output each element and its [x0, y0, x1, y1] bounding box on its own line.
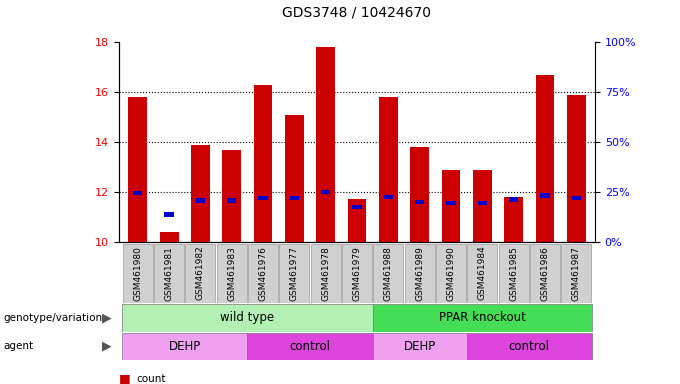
Bar	[477, 201, 487, 205]
FancyBboxPatch shape	[405, 244, 435, 303]
Bar	[160, 232, 178, 242]
Bar	[258, 196, 268, 200]
Text: agent: agent	[3, 341, 33, 351]
Text: GSM461990: GSM461990	[447, 246, 456, 301]
Text: GSM461987: GSM461987	[572, 246, 581, 301]
Bar	[222, 150, 241, 242]
FancyBboxPatch shape	[122, 304, 373, 332]
Text: GSM461982: GSM461982	[196, 246, 205, 300]
FancyBboxPatch shape	[373, 304, 592, 332]
Bar	[347, 200, 367, 242]
Text: control: control	[290, 340, 330, 353]
Text: count: count	[136, 374, 165, 384]
Text: GSM461978: GSM461978	[321, 246, 330, 301]
Bar	[129, 97, 147, 242]
FancyBboxPatch shape	[279, 244, 309, 303]
FancyBboxPatch shape	[217, 244, 247, 303]
Bar	[165, 212, 174, 217]
FancyBboxPatch shape	[342, 244, 372, 303]
Text: GSM461979: GSM461979	[352, 246, 362, 301]
FancyBboxPatch shape	[123, 244, 153, 303]
FancyBboxPatch shape	[530, 244, 560, 303]
Bar	[473, 170, 492, 242]
Text: GSM461985: GSM461985	[509, 246, 518, 301]
Text: GSM461989: GSM461989	[415, 246, 424, 301]
Bar	[509, 197, 518, 202]
FancyBboxPatch shape	[466, 333, 592, 360]
Bar	[504, 197, 523, 242]
Text: GSM461988: GSM461988	[384, 246, 393, 301]
Text: GSM461977: GSM461977	[290, 246, 299, 301]
Bar	[196, 199, 205, 203]
FancyBboxPatch shape	[154, 244, 184, 303]
Text: GSM461981: GSM461981	[165, 246, 173, 301]
Bar	[415, 200, 424, 204]
Bar	[316, 47, 335, 242]
FancyBboxPatch shape	[373, 244, 403, 303]
Text: PPAR knockout: PPAR knockout	[439, 311, 526, 324]
Text: GSM461976: GSM461976	[258, 246, 267, 301]
Bar	[571, 196, 581, 200]
FancyBboxPatch shape	[498, 244, 528, 303]
Bar	[254, 85, 273, 242]
Bar	[379, 97, 398, 242]
Bar	[191, 145, 210, 242]
Text: control: control	[509, 340, 549, 353]
FancyBboxPatch shape	[373, 333, 466, 360]
Bar	[290, 196, 299, 200]
FancyBboxPatch shape	[311, 244, 341, 303]
Text: ▶: ▶	[102, 340, 112, 353]
FancyBboxPatch shape	[248, 244, 278, 303]
FancyBboxPatch shape	[248, 333, 373, 360]
Text: wild type: wild type	[220, 311, 275, 324]
Bar	[536, 74, 554, 242]
Text: ■: ■	[119, 372, 131, 384]
Bar	[321, 190, 330, 194]
Text: DEHP: DEHP	[403, 340, 436, 353]
Bar	[441, 170, 460, 242]
Bar	[540, 194, 549, 198]
FancyBboxPatch shape	[186, 244, 216, 303]
Text: DEHP: DEHP	[169, 340, 201, 353]
Text: GSM461986: GSM461986	[541, 246, 549, 301]
FancyBboxPatch shape	[122, 333, 248, 360]
Bar	[384, 195, 393, 199]
FancyBboxPatch shape	[467, 244, 497, 303]
Bar	[227, 199, 237, 203]
Text: ■: ■	[119, 382, 131, 384]
FancyBboxPatch shape	[436, 244, 466, 303]
Bar	[133, 191, 143, 195]
Text: genotype/variation: genotype/variation	[3, 313, 103, 323]
FancyBboxPatch shape	[561, 244, 591, 303]
Bar	[410, 147, 429, 242]
Bar	[352, 205, 362, 209]
Text: GSM461983: GSM461983	[227, 246, 236, 301]
Text: GSM461984: GSM461984	[478, 246, 487, 300]
Text: GDS3748 / 10424670: GDS3748 / 10424670	[282, 5, 432, 19]
Bar	[446, 201, 456, 205]
Bar	[567, 95, 585, 242]
Text: GSM461980: GSM461980	[133, 246, 142, 301]
Text: ▶: ▶	[102, 311, 112, 324]
Bar	[285, 115, 304, 242]
